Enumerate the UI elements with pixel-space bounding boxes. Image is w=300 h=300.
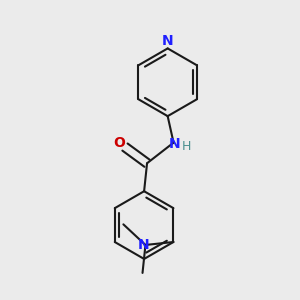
Text: N: N [137,238,149,252]
Text: O: O [113,136,125,150]
Text: N: N [162,34,173,48]
Text: N: N [169,137,181,151]
Text: H: H [182,140,191,153]
